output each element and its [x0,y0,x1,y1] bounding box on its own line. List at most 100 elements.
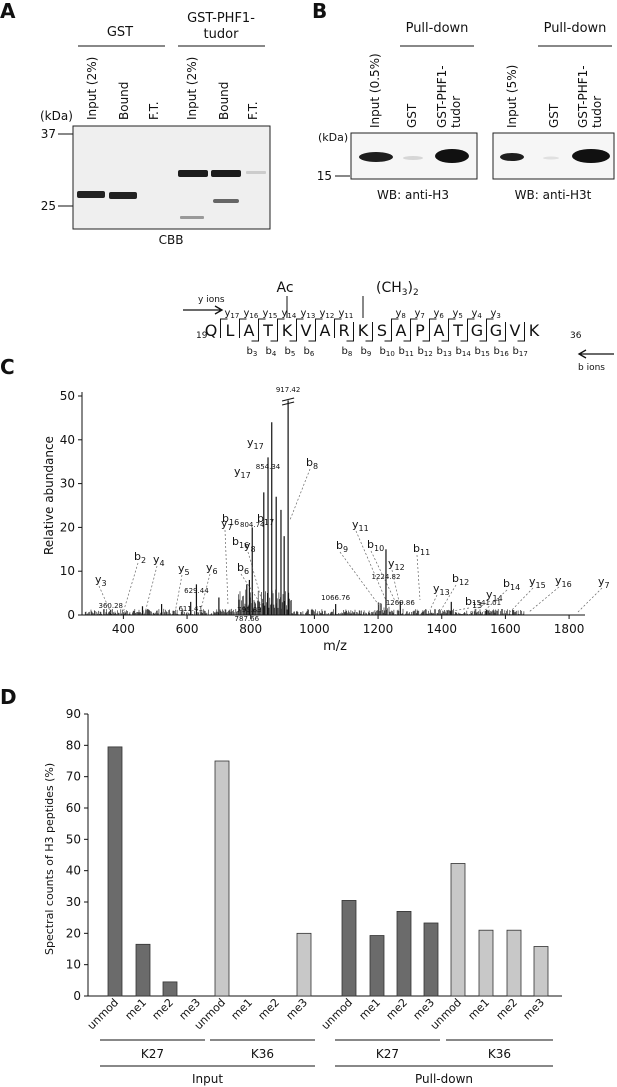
c-peak-label-0: 917.42 [276,386,301,394]
residue-4: K [282,321,293,340]
d-ytick-label-1: 10 [66,958,81,972]
c-ion-leader-0 [98,585,112,614]
c-ion-label-13: y12 [388,557,405,572]
d-group1-label-3: K36 [488,1047,511,1061]
kda-label-b: (kDa) [318,131,348,144]
pulldown-label-2: Pull-down [544,21,607,36]
tudor-group-label-2: tudor [204,27,240,42]
c-ytick-label-4: 40 [60,433,75,447]
b-cleavage-5 [365,322,373,342]
d-bar-12 [450,863,466,997]
y-cleavage-6 [334,318,342,338]
c-peak-label-9: 1224.82 [371,573,400,581]
lane-label-a-2: F.T. [147,101,161,120]
residue-14: G [471,321,483,340]
c-ion-leader-10 [370,550,398,606]
d-ytick-label-8: 80 [66,738,81,752]
y-ion-label-1: y16 [244,308,259,320]
c-ion-leader-4 [199,573,211,614]
c-ion-label-cluster-0: y17 [247,436,264,451]
c-ion-leader-5 [224,529,229,606]
d-ylabel: Spectral counts of H3 peptides (%) [43,763,56,955]
acetyl-label: Ac [276,280,293,296]
d-xtick-label-8: unmod [319,996,355,1032]
b-ion-label-2: b5 [285,346,296,358]
b-cleavage-0 [251,322,259,342]
panel-a-lane-labels: Input (2%) Bound F.T. Input (2%) Bound F.T. [85,57,260,120]
d-bar-15 [533,946,549,997]
d-group2-label-0: Input [192,1072,223,1086]
residue-7: R [338,321,349,340]
c-ion-label-16: b13 [465,595,482,610]
c-peak-label-10: 1269.86 [386,599,415,607]
c-ion-leader-14 [429,594,438,611]
residue-10: A [396,321,407,340]
d-xtick-label-5: me1 [229,996,256,1023]
lane-label-a-1: Bound [117,82,131,120]
c-ion-label-15: b12 [452,572,469,587]
b-ion-label-0: b3 [247,346,258,358]
c-ytick-label-2: 20 [60,520,75,534]
b-cleavage-9 [441,322,449,342]
band-tudor-input [178,170,208,177]
residue-0: Q [205,321,218,340]
band-tudor-bound [211,170,241,177]
band-tudor-bound-minor [213,199,239,203]
d-ytick-label-9: 90 [66,707,81,721]
d-bar-9 [369,935,385,997]
d-xtick-label-7: me3 [284,996,311,1023]
panel-a-letter: A [0,0,16,23]
lane-label-b-input-h3: Input (0.5%) [368,53,382,128]
y-ion-label-6: y11 [339,308,354,320]
panel-b-lane-labels: Input (0.5%) GST GST-PHF1- tudor Input (5%) G… [368,53,604,128]
pulldown-label-1: Pull-down [406,21,469,36]
d-group1-label-0: K27 [141,1047,164,1061]
y-ions-arrow [183,305,224,315]
residue-16: V [510,321,521,340]
y-ion-label-10: y5 [453,308,463,320]
c-ion-label-12: b11 [413,542,430,557]
residue-1: L [226,321,235,340]
c-ion-label-1: b2 [134,550,146,565]
d-ytick-label-0: 0 [73,989,81,1003]
c-ion-leader-20 [528,586,560,613]
residue-2: A [244,321,255,340]
lane-label-a-3: Input (2%) [185,57,199,120]
marker-37: 37 [41,127,56,141]
y-cleavage-1 [239,318,247,338]
c-ion-label-7: y8 [244,539,256,554]
c-ion-leader-12 [416,554,421,601]
c-ion-label-11: y11 [352,518,369,533]
c-ion-label-cluster-4: b16 [232,535,249,550]
c-xtick-label-7: 1800 [554,622,585,636]
y-ion-label-11: y4 [472,308,483,320]
c-ion-label-17: y14 [486,588,503,603]
residue-5: V [301,321,312,340]
marker-15: 15 [317,169,332,183]
d-bar-1 [135,943,151,997]
b-ion-label-9: b13 [437,346,452,358]
c-ion-leader-7 [247,551,264,606]
stain-label: CBB [159,233,184,247]
d-group1-label-2: K27 [376,1047,399,1061]
b-cleavage-6 [384,322,392,342]
c-xtick-label-2: 800 [239,622,262,636]
y-ion-label-8: y7 [415,308,425,320]
b-ion-label-4: b8 [342,346,353,358]
y-ions-label: y ions [198,295,225,305]
y-ion-label-0: y17 [225,308,240,320]
d-ytick-label-7: 70 [66,770,81,784]
c-ion-label-5: y7 [221,517,233,532]
c-ion-label-9: b9 [336,539,348,554]
c-ion-label-2: y4 [153,553,165,568]
b-ion-label-10: b14 [456,346,472,358]
c-ion-label-4: y6 [206,561,218,576]
lane-label-b-gst-h3: GST [405,103,419,128]
c-ion-leader-2 [144,565,158,614]
blot-h3t-tudor-band [572,149,610,163]
peptide-start: 19 [196,331,208,341]
d-group1-label-1: K36 [251,1047,274,1061]
lane-label-b-tudor2-h3t: tudor [590,96,604,128]
b-ions-label: b ions [578,363,605,373]
